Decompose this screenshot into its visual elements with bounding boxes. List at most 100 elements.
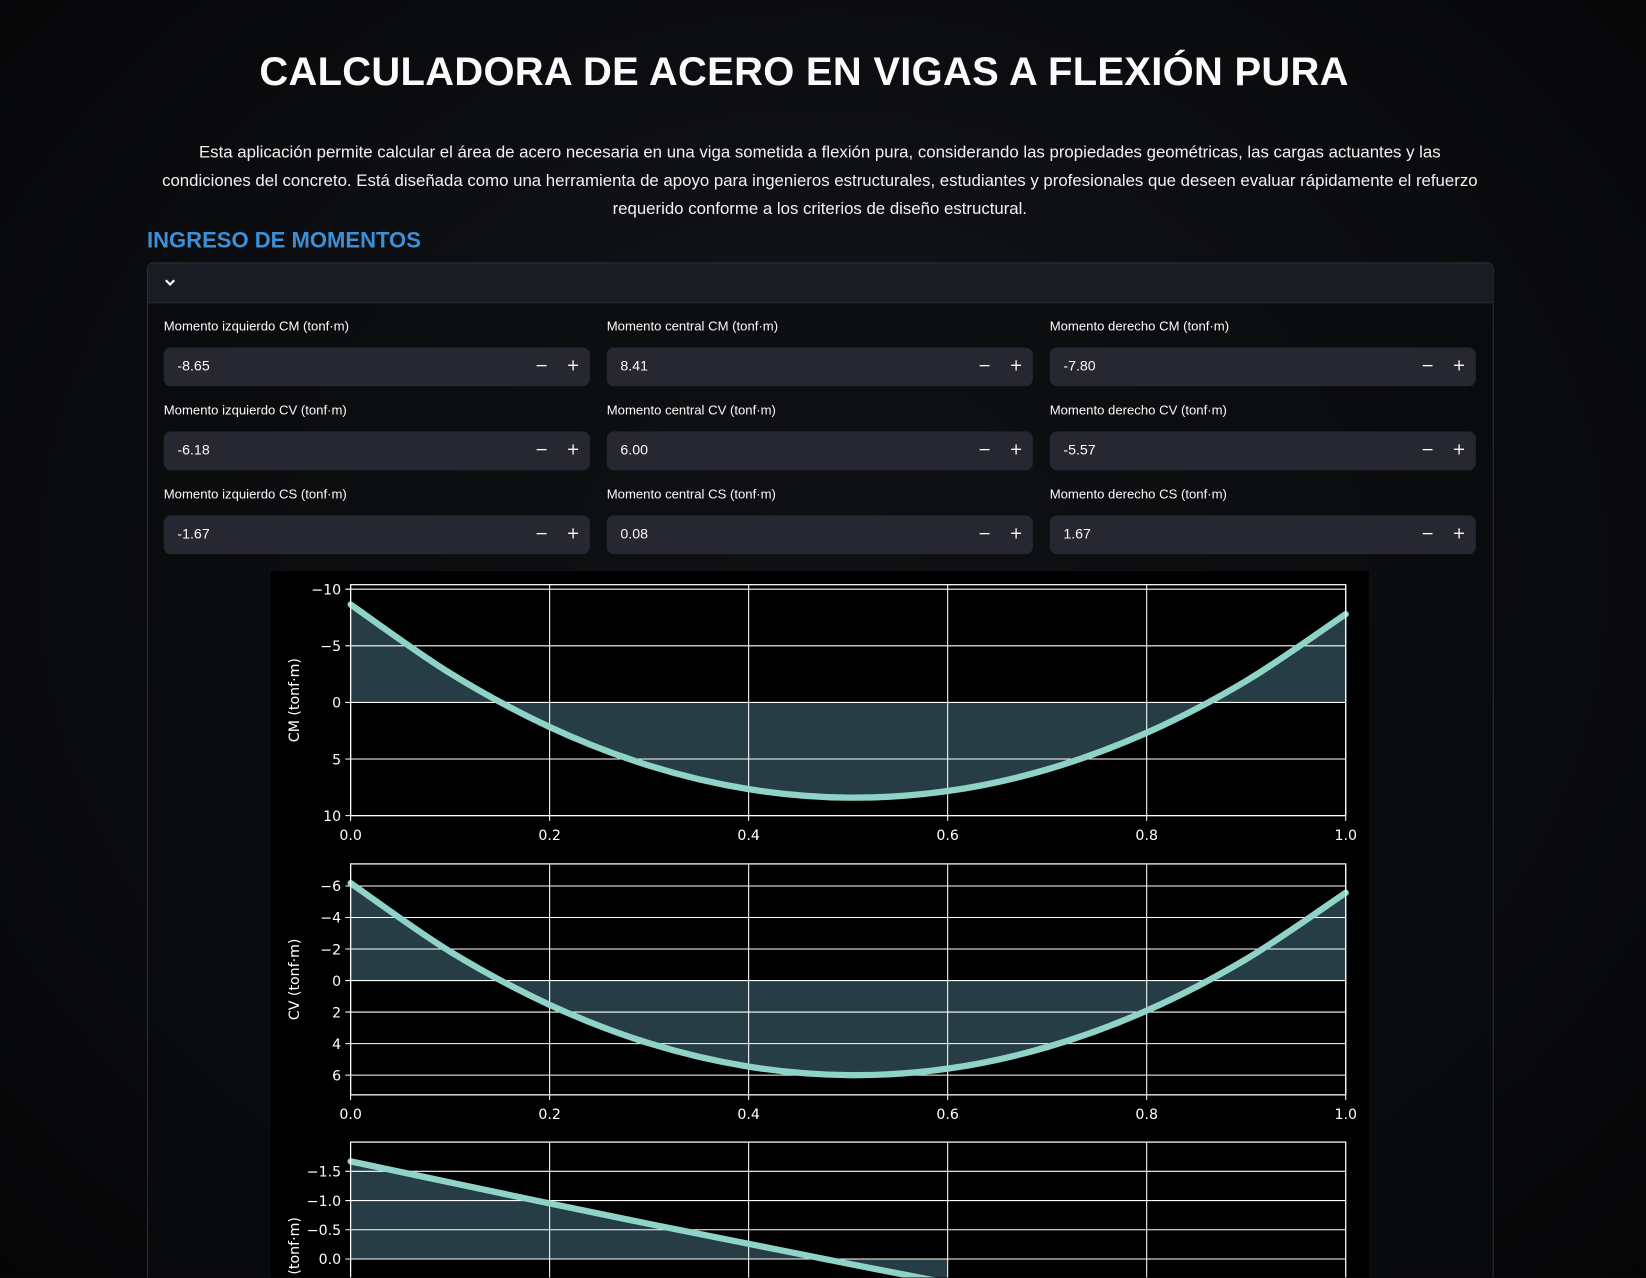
increment-button[interactable]: +	[566, 523, 580, 543]
plot-frame	[349, 863, 1347, 1096]
input-box[interactable]: -8.65 − +	[163, 347, 590, 387]
line	[347, 601, 1349, 801]
input-label: Momento izquierdo CS (tonf·m)	[163, 487, 347, 502]
area	[350, 1161, 948, 1278]
input-label: Momento derecho CS (tonf·m)	[1049, 487, 1227, 502]
section-title: INGRESO DE MOMENTOS	[146, 228, 421, 253]
increment-button[interactable]: +	[1452, 355, 1466, 375]
y-tick-label: 2	[332, 1005, 341, 1021]
increment-button[interactable]: +	[1452, 523, 1466, 543]
input-value[interactable]: -6.18	[177, 441, 210, 458]
input-value[interactable]: -7.80	[1063, 357, 1096, 374]
input-box[interactable]: -5.57 − +	[1049, 431, 1476, 471]
decrement-button[interactable]: −	[978, 355, 992, 375]
increment-button[interactable]: +	[1009, 523, 1023, 543]
y-tick-label: −4	[320, 911, 341, 927]
y-tick-label: 0	[332, 696, 341, 712]
input-label: Momento central CM (tonf·m)	[606, 319, 779, 334]
decrement-button[interactable]: −	[1420, 355, 1435, 375]
chart: 0.0 0.2 0.4 0.6 0.8 1.0 −10 −5 0 5 10 CM (tonf·m)	[287, 582, 1357, 843]
chart: 0.20.40.60.8−1.5−1.0−0.50.0CS (tonf·m)	[287, 1141, 1347, 1278]
x-tick-label: 0.8	[1135, 1107, 1158, 1123]
x-tick-label: 0.2	[538, 828, 561, 844]
number-input: Momento central CS (tonf·m) 0.08 − +	[606, 487, 1033, 555]
x-tick-label: 0.6	[936, 828, 959, 844]
y-tick-label: −0.5	[307, 1223, 341, 1239]
area	[350, 883, 1346, 1076]
input-value[interactable]: 6.00	[620, 441, 648, 458]
x-tick-label: 0.8	[1135, 828, 1158, 844]
y-tick-label: 10	[323, 809, 341, 825]
input-label: Momento central CV (tonf·m)	[606, 403, 776, 418]
y-tick-label: −1.0	[307, 1194, 341, 1210]
x-tick-label: 1.0	[1334, 828, 1357, 844]
decrement-button[interactable]: −	[1420, 439, 1435, 459]
number-input: Momento izquierdo CM (tonf·m) -8.65 − +	[163, 319, 590, 387]
number-input: Momento izquierdo CS (tonf·m) -1.67 − +	[163, 487, 590, 555]
decrement-button[interactable]: −	[978, 439, 992, 459]
number-input: Momento central CV (tonf·m) 6.00 − +	[606, 403, 1033, 471]
area	[350, 604, 1346, 798]
chevron-icon[interactable]	[164, 277, 177, 287]
y-tick-label: −5	[320, 639, 341, 655]
x-tick-label: 1.0	[1334, 1107, 1357, 1123]
plot-frame	[349, 1141, 1347, 1278]
increment-button[interactable]: +	[1009, 355, 1023, 375]
y-tick-label: −2	[320, 942, 341, 958]
x-tick-label: 0.0	[339, 828, 362, 844]
y-tick-label: −10	[311, 582, 341, 598]
number-input: Momento derecho CV (tonf·m) -5.57 − +	[1049, 403, 1476, 471]
y-tick-label: −6	[320, 879, 341, 895]
input-label: Momento central CS (tonf·m)	[606, 487, 776, 502]
chart: 0.0 0.2 0.4 0.6 0.8 1.0 −6 −4 −2 0 2 4 6 CV (tonf·m)	[287, 863, 1357, 1123]
increment-button[interactable]: +	[1009, 439, 1023, 459]
increment-button[interactable]: +	[566, 439, 580, 459]
number-input: Momento derecho CS (tonf·m) 1.67 − +	[1049, 487, 1476, 555]
number-input: Momento derecho CM (tonf·m) -7.80 − +	[1049, 319, 1476, 387]
input-box[interactable]: 0.08 − +	[606, 515, 1033, 555]
input-box[interactable]: -6.18 − +	[163, 431, 590, 471]
x-tick-label: 0.2	[538, 1107, 561, 1123]
y-tick-label: 0	[332, 974, 341, 990]
line	[347, 879, 1349, 1079]
input-label: Momento izquierdo CV (tonf·m)	[163, 403, 347, 418]
input-value[interactable]: -5.57	[1063, 441, 1096, 458]
y-axis-label: CM (tonf·m)	[287, 658, 303, 742]
decrement-button[interactable]: −	[1420, 523, 1435, 543]
decrement-button[interactable]: −	[535, 355, 549, 375]
y-tick-label: 4	[332, 1037, 341, 1053]
x-tick-label: 0.0	[339, 1107, 362, 1123]
input-value[interactable]: 1.67	[1063, 525, 1091, 542]
description: Esta aplicación permite calcular el área…	[162, 143, 1478, 219]
decrement-button[interactable]: −	[535, 523, 549, 543]
x-tick-label: 0.4	[737, 828, 760, 844]
input-label: Momento izquierdo CM (tonf·m)	[163, 319, 349, 334]
input-value[interactable]: -1.67	[177, 525, 210, 542]
expander-header[interactable]	[148, 263, 1493, 304]
y-axis-label: CV (tonf·m)	[287, 939, 303, 1021]
input-box[interactable]: -1.67 − +	[163, 515, 590, 555]
y-axis-label: CS (tonf·m)	[287, 1217, 303, 1277]
x-tick-label: 0.6	[936, 1107, 959, 1123]
input-box[interactable]: 6.00 − +	[606, 431, 1033, 471]
y-tick-label: −1.5	[307, 1165, 341, 1181]
input-value[interactable]: 8.41	[620, 357, 648, 374]
input-label: Momento derecho CM (tonf·m)	[1049, 319, 1230, 334]
number-input: Momento izquierdo CV (tonf·m) -6.18 − +	[163, 403, 590, 471]
increment-button[interactable]: +	[1452, 439, 1466, 459]
input-box[interactable]: 1.67 − +	[1049, 515, 1476, 555]
input-value[interactable]: 0.08	[620, 525, 648, 542]
input-value[interactable]: -8.65	[177, 357, 210, 374]
input-box[interactable]: 8.41 − +	[606, 347, 1033, 387]
decrement-button[interactable]: −	[978, 523, 992, 543]
decrement-button[interactable]: −	[535, 439, 549, 459]
increment-button[interactable]: +	[566, 355, 580, 375]
input-box[interactable]: -7.80 − +	[1049, 347, 1476, 387]
y-tick-label: 6	[332, 1068, 341, 1084]
line	[347, 1158, 936, 1278]
number-input: Momento central CM (tonf·m) 8.41 − +	[606, 319, 1033, 387]
page-title: CALCULADORA DE ACERO EN VIGAS A FLEXIÓN …	[259, 50, 1349, 95]
y-tick-label: 0.0	[319, 1252, 342, 1268]
